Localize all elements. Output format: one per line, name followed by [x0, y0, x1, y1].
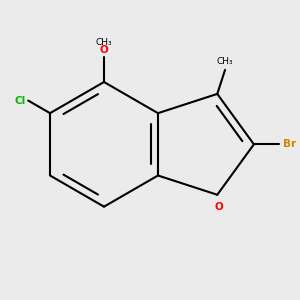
- Text: O: O: [214, 202, 223, 212]
- Text: Cl: Cl: [14, 95, 25, 106]
- Text: O: O: [100, 45, 108, 55]
- Text: CH₃: CH₃: [217, 58, 233, 67]
- Text: Br: Br: [283, 139, 296, 149]
- Text: CH₃: CH₃: [96, 38, 112, 47]
